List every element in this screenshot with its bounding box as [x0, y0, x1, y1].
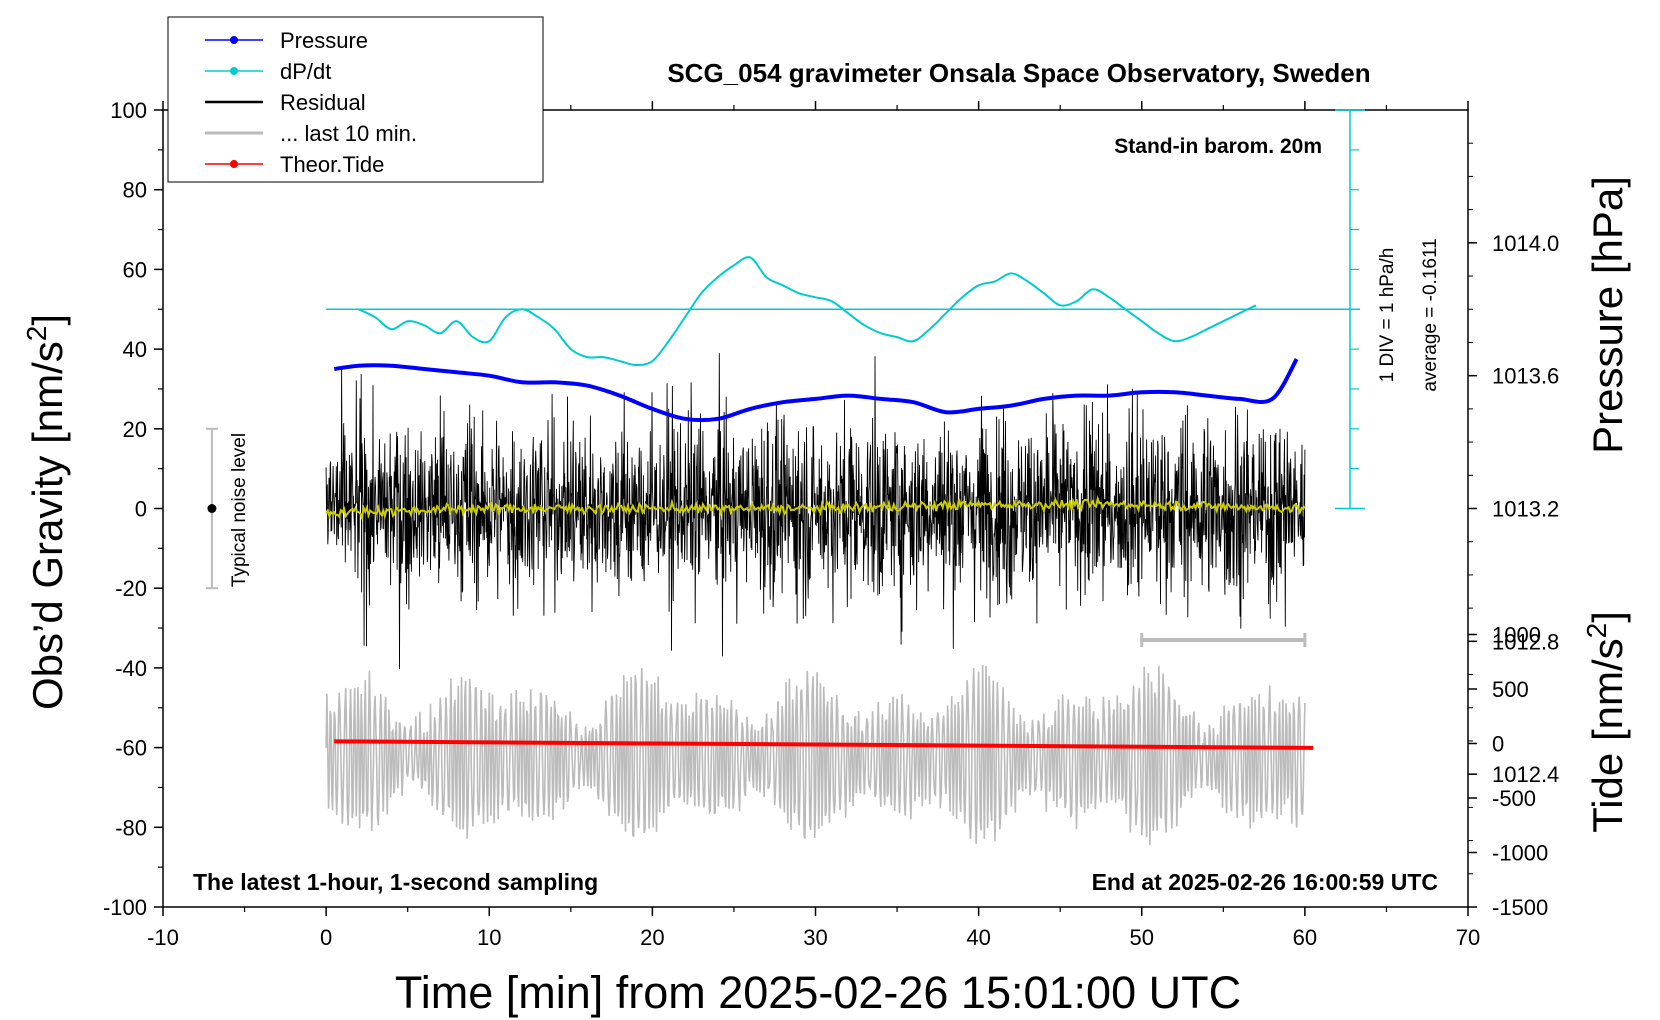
- barometer-note: Stand-in barom. 20m: [1114, 135, 1322, 158]
- x-tick-label: 50: [1130, 925, 1154, 950]
- series-layer: [205, 109, 1365, 846]
- legend: Pressure dP/dt Residual ... last 10 min. The…: [167, 16, 544, 183]
- y-tick-label: -20: [115, 576, 147, 601]
- y-tick-label: -100: [103, 895, 147, 920]
- x-axis-title: Time [min] from 2025-02-26 15:01:00 UTC: [395, 967, 1241, 1018]
- sampling-note: The latest 1-hour, 1-second sampling: [193, 869, 598, 895]
- last-10-min-line: [325, 664, 1306, 846]
- tide-tick-label: 500: [1492, 677, 1529, 702]
- tide-tick-label: -500: [1492, 786, 1536, 811]
- y-tick-label: 80: [123, 178, 147, 203]
- y-axis-title-tide: Tide [nm/s2]: [1581, 611, 1631, 833]
- x-tick-label: 0: [320, 925, 332, 950]
- tide-tick-label: 1000: [1492, 623, 1541, 648]
- legend-marker: [230, 160, 238, 168]
- x-tick-label: 20: [640, 925, 664, 950]
- y-tick-label: -80: [115, 815, 147, 840]
- legend-label: Theor.Tide: [280, 152, 384, 177]
- y-axis-title-left: Obs’d Gravity [nm/s2]: [21, 314, 71, 710]
- tide-tick-label: -1000: [1492, 841, 1548, 866]
- dpdt-line: [358, 256, 1257, 367]
- y-axis-title-left-sup: 2: [21, 326, 52, 342]
- end-time-note: End at 2025-02-26 16:00:59 UTC: [1092, 869, 1438, 895]
- y-axis-title-pressure: Pressure [hPa]: [1584, 176, 1631, 454]
- legend-marker: [230, 67, 238, 75]
- x-tick-label: 30: [803, 925, 827, 950]
- y-axis-title-tide-sup: 2: [1581, 623, 1612, 639]
- x-tick-label: -10: [147, 925, 179, 950]
- x-tick-label: 70: [1456, 925, 1480, 950]
- x-tick-label: 10: [477, 925, 501, 950]
- y-tick-label: -40: [115, 656, 147, 681]
- legend-label: ... last 10 min.: [280, 121, 417, 146]
- legend-label: Residual: [280, 90, 366, 115]
- noise-label: Typical noise level: [229, 433, 250, 587]
- x-tick-label: 40: [966, 925, 990, 950]
- y-tick-label: 0: [135, 497, 147, 522]
- pressure-tick-label: 1013.2: [1492, 497, 1559, 522]
- pressure-tick-label: 1013.6: [1492, 364, 1559, 389]
- pressure-tick-label: 1014.0: [1492, 231, 1559, 256]
- y-tick-label: 20: [123, 417, 147, 442]
- axis-layer: -10 0 10 20 30 40 50 60 70100806040200-20-40-60-…: [103, 98, 1559, 950]
- noise-bar-marker: [207, 504, 217, 513]
- y-axis-title-tide-end: ]: [1584, 611, 1631, 623]
- x-tick-label: 60: [1293, 925, 1317, 950]
- pressure-line: [334, 358, 1299, 423]
- tide-tick-label: -1500: [1492, 895, 1548, 920]
- tide-tick-label: 0: [1492, 732, 1504, 757]
- chart-title: SCG_054 gravimeter Onsala Space Observat…: [667, 58, 1370, 88]
- y-axis-title-tide-main: Tide [nm/s: [1584, 638, 1631, 833]
- residual-line: [325, 353, 1306, 670]
- scale-note: 1 DIV = 1 hPa/h: [1377, 248, 1398, 383]
- y-tick-label: -60: [115, 736, 147, 761]
- theoretical-tide-line: [334, 739, 1314, 750]
- residual-smoothed-line: [325, 494, 1306, 522]
- legend-label: Pressure: [280, 28, 368, 53]
- legend-box: [167, 16, 544, 183]
- y-axis-title-left-end: ]: [24, 314, 71, 326]
- legend-label: dP/dt: [280, 59, 331, 84]
- legend-marker: [230, 36, 238, 44]
- y-axis-title-left-main: Obs’d Gravity [nm/s: [24, 341, 71, 710]
- y-tick-label: 60: [123, 257, 147, 282]
- average-note: average = -0.1611: [1420, 238, 1441, 391]
- pressure-tick-label: 1012.8: [1492, 629, 1559, 654]
- y-tick-label: 40: [123, 337, 147, 362]
- pressure-tick-label: 1012.4: [1492, 762, 1559, 787]
- y-tick-label: 100: [110, 98, 147, 123]
